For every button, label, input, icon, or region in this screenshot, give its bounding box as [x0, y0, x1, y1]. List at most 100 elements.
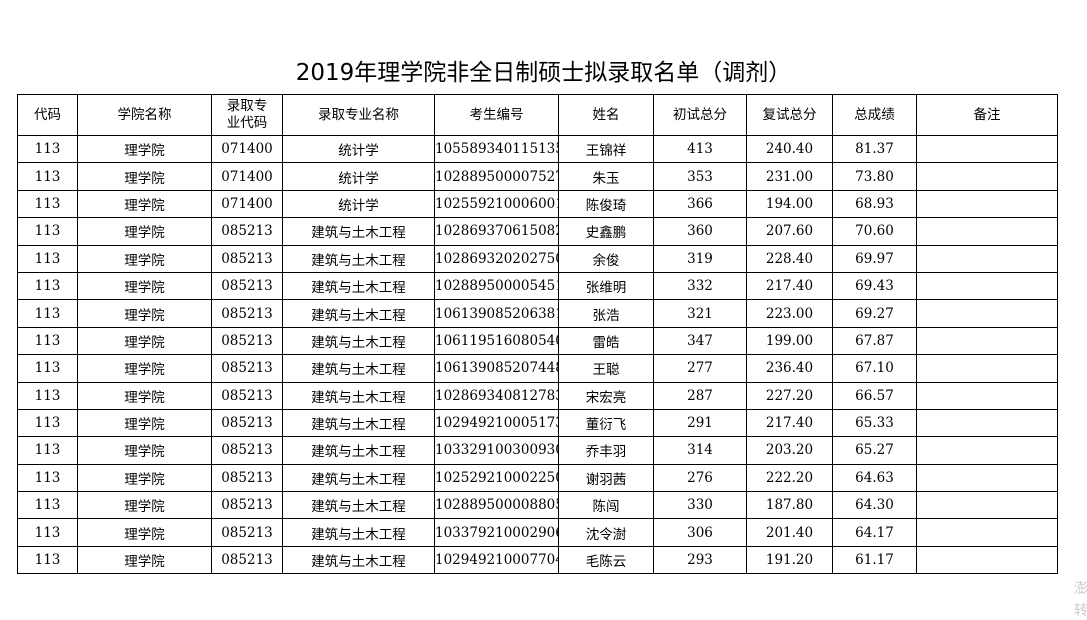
table-cell: 085213: [211, 463, 283, 493]
empty-cell: [916, 162, 1058, 191]
table-cell: 66.57: [832, 381, 917, 410]
table-row: 113 理学院 085213 建筑与土木工程 103329100300930 乔丰羽 314…: [17, 436, 1058, 465]
table-cell: 乔丰羽: [558, 436, 654, 465]
column-header-text: 代码: [34, 106, 61, 123]
table-cell: 085213: [211, 381, 283, 410]
table-cell: 113: [17, 354, 78, 383]
empty-cell: [916, 354, 1058, 383]
table-cell: 106139085206381: [434, 299, 559, 328]
table-cell: 69.43: [832, 271, 917, 301]
table-cell: 217.40: [746, 271, 833, 301]
table-cell: 113: [17, 244, 78, 273]
table-cell: 统计学: [282, 162, 435, 191]
table-cell: 102949210005173: [434, 408, 559, 438]
table-cell: 113: [17, 518, 78, 547]
table-cell: 277: [653, 354, 747, 383]
table-cell: 雷皓: [558, 326, 654, 356]
column-header: 复试总分: [746, 94, 833, 136]
table-cell: 陈俊琦: [558, 189, 654, 219]
table-cell: 217.40: [746, 408, 833, 438]
empty-cell: [916, 326, 1058, 356]
column-header-text: 录取专业名称: [318, 106, 399, 123]
column-header-text: 备注: [973, 106, 1001, 123]
table-cell: 106139085207448: [434, 354, 559, 383]
table-cell: 231.00: [746, 162, 833, 191]
column-header: 初试总分: [653, 94, 747, 136]
table-cell: 319: [653, 244, 747, 273]
table-cell: 61.17: [832, 545, 917, 575]
table-cell: 65.27: [832, 436, 917, 465]
table-row: 113 理学院 085213 建筑与土木工程 102949210007704 毛陈云 293…: [17, 545, 1058, 575]
table-cell: 332: [653, 271, 747, 301]
column-header-text: 学院名称: [117, 106, 172, 123]
column-header-text: 复试总分: [762, 106, 817, 123]
table-cell: 291: [653, 408, 747, 438]
empty-cell: [916, 189, 1058, 219]
table-cell: 理学院: [77, 326, 212, 356]
empty-cell: [916, 217, 1058, 246]
table-cell: 陈闯: [558, 491, 654, 520]
table-cell: 207.60: [746, 217, 833, 246]
table-cell: 建筑与土木工程: [282, 217, 435, 246]
table-cell: 113: [17, 299, 78, 328]
table-cell: 建筑与土木工程: [282, 463, 435, 493]
table-cell: 毛陈云: [558, 545, 654, 575]
table-cell: 085213: [211, 271, 283, 301]
table-cell: 085213: [211, 326, 283, 356]
empty-cell: [916, 271, 1058, 301]
empty-cell: [916, 381, 1058, 410]
table-cell: 建筑与土木工程: [282, 518, 435, 547]
table-cell: 64.30: [832, 491, 917, 520]
watermark: 转: [1074, 603, 1087, 619]
table-row: 113 理学院 071400 统计学 102559210006001 陈俊琦 366 194.…: [17, 189, 1058, 219]
table-cell: 张浩: [558, 299, 654, 328]
table-cell: 071400: [211, 134, 283, 164]
table-cell: 建筑与土木工程: [282, 354, 435, 383]
table-row: 113 理学院 085213 建筑与土木工程 106119516080540 雷皓 347 1…: [17, 326, 1058, 356]
table-cell: 102949210007704: [434, 545, 559, 575]
empty-cell: [916, 408, 1058, 438]
table-cell: 理学院: [77, 491, 212, 520]
column-header-text: 考生编号: [469, 106, 524, 123]
table-cell: 228.40: [746, 244, 833, 273]
table-cell: 67.10: [832, 354, 917, 383]
table-cell: 理学院: [77, 134, 212, 164]
table-cell: 113: [17, 408, 78, 438]
table-cell: 理学院: [77, 217, 212, 246]
table-cell: 建筑与土木工程: [282, 408, 435, 438]
table-cell: 王聪: [558, 354, 654, 383]
empty-cell: [916, 244, 1058, 273]
table-cell: 306: [653, 518, 747, 547]
table-cell: 建筑与土木工程: [282, 244, 435, 273]
table-cell: 理学院: [77, 436, 212, 465]
watermark: 澎: [1074, 581, 1087, 597]
table-cell: 102559210006001: [434, 189, 559, 219]
table-cell: 330: [653, 491, 747, 520]
empty-cell: [916, 134, 1058, 164]
table-cell: 203.20: [746, 436, 833, 465]
table-cell: 113: [17, 217, 78, 246]
table-cell: 105589340115135: [434, 134, 559, 164]
table-cell: 413: [653, 134, 747, 164]
table-cell: 69.97: [832, 244, 917, 273]
table-cell: 187.80: [746, 491, 833, 520]
table-cell: 65.33: [832, 408, 917, 438]
table-cell: 理学院: [77, 463, 212, 493]
table-cell: 沈令澍: [558, 518, 654, 547]
table-cell: 王锦祥: [558, 134, 654, 164]
table-cell: 113: [17, 189, 78, 219]
column-header: 备注: [916, 94, 1058, 136]
empty-cell: [916, 299, 1058, 328]
table-cell: 朱玉: [558, 162, 654, 191]
table-cell: 085213: [211, 491, 283, 520]
table-cell: 199.00: [746, 326, 833, 356]
empty-cell: [916, 491, 1058, 520]
table-cell: 70.60: [832, 217, 917, 246]
column-header: 录取专业代码: [211, 94, 283, 136]
admission-table: 代码 学院名称 录取专业代码 录取专业名称 考生编号 姓名 初试总分 复试总分 总成绩 备注 11…: [17, 94, 1058, 575]
table-row: 113 理学院 085213 建筑与土木工程 102949210005173 董衍飞 291…: [17, 408, 1058, 438]
table-cell: 理学院: [77, 244, 212, 273]
table-cell: 236.40: [746, 354, 833, 383]
table-cell: 276: [653, 463, 747, 493]
table-cell: 103329100300930: [434, 436, 559, 465]
